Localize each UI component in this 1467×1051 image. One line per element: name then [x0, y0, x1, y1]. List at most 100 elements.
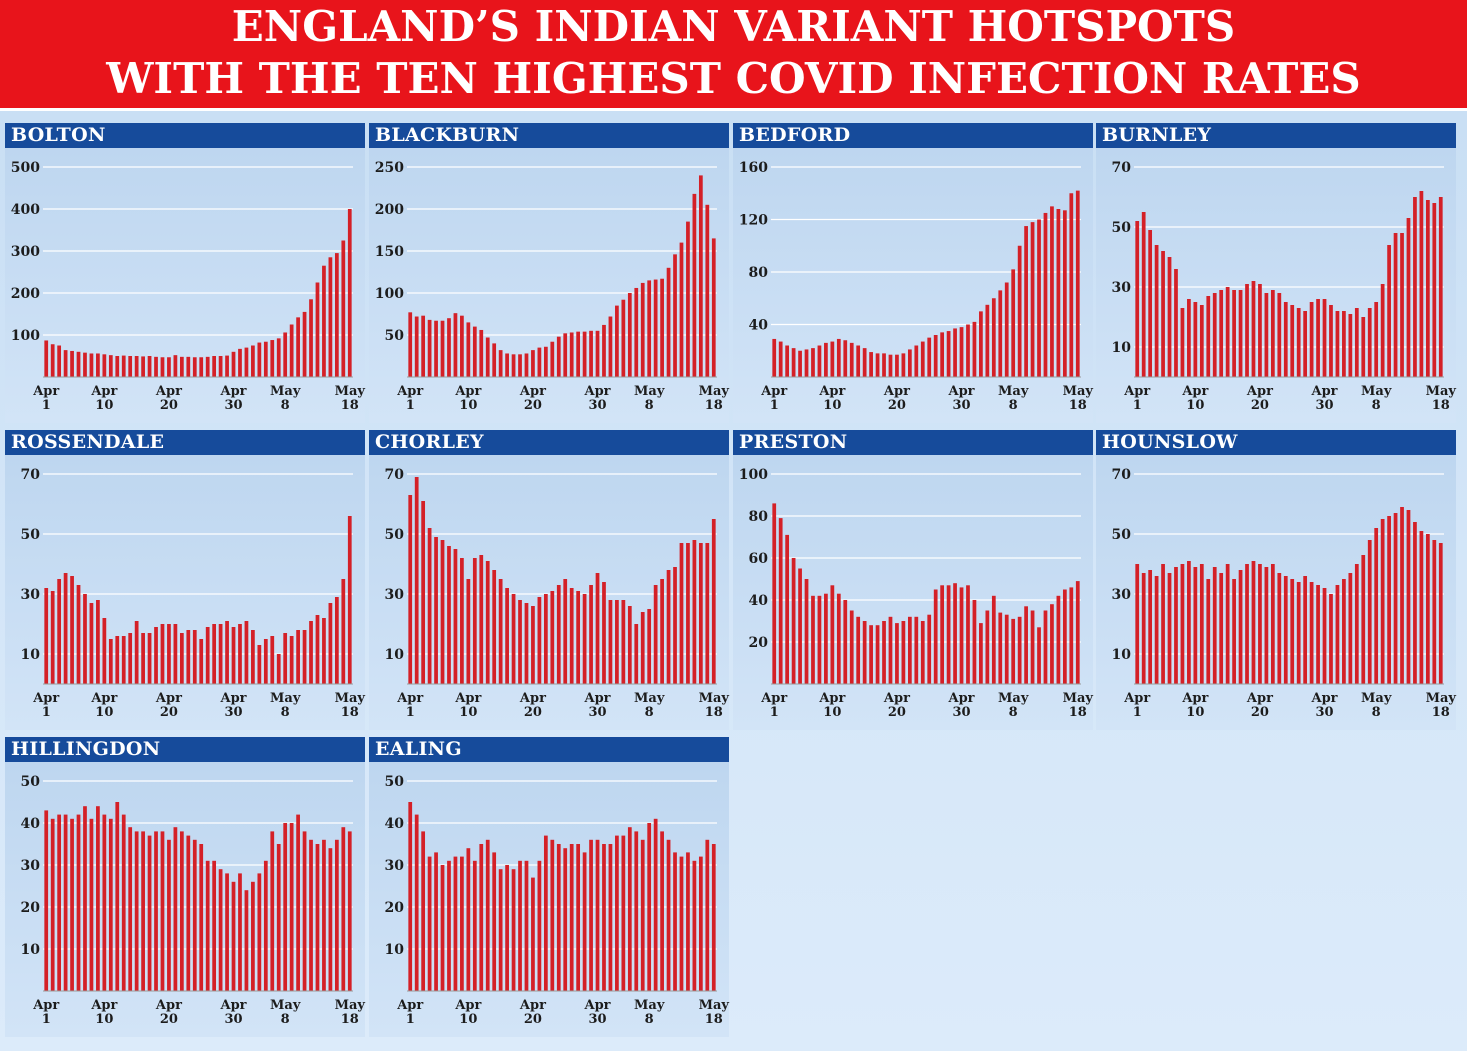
x-tick-label: May — [270, 384, 301, 399]
bar — [576, 844, 581, 991]
bar — [447, 318, 451, 377]
x-tick-label: 8 — [645, 705, 654, 720]
bar — [1290, 579, 1295, 684]
bar — [1258, 564, 1262, 684]
x-tick-label: 8 — [281, 705, 290, 720]
bar — [1075, 581, 1080, 684]
bar — [1167, 257, 1172, 377]
bar — [147, 356, 152, 377]
bar — [1011, 269, 1016, 377]
bar — [785, 345, 790, 377]
bar — [302, 311, 307, 377]
bar — [569, 844, 574, 991]
bar — [660, 831, 664, 991]
bar — [440, 540, 445, 684]
panel-title: CHORLEY — [375, 431, 484, 453]
bar — [518, 354, 522, 377]
bar — [785, 534, 790, 684]
bar — [991, 595, 996, 684]
x-tick-label: 8 — [281, 398, 290, 413]
bar — [83, 806, 87, 991]
bar — [640, 612, 645, 684]
x-tick-label: 30 — [952, 398, 970, 413]
bar — [231, 881, 236, 991]
bar — [421, 315, 426, 377]
bar — [595, 839, 600, 991]
x-tick-label: Apr — [396, 384, 423, 399]
bar — [276, 338, 281, 377]
bar — [50, 818, 55, 991]
x-tick-label: Apr — [220, 384, 247, 399]
bar — [1374, 302, 1379, 377]
bar — [322, 265, 326, 377]
bar — [440, 320, 445, 377]
bar — [550, 591, 555, 684]
bar — [849, 342, 854, 377]
x-tick-label: Apr — [584, 384, 611, 399]
bar — [1309, 582, 1314, 684]
bar — [946, 331, 951, 377]
panel-header: CHORLEY — [369, 430, 729, 455]
bar — [173, 624, 178, 684]
bar — [856, 345, 861, 377]
bar — [302, 630, 307, 684]
bar — [1283, 302, 1288, 377]
bar — [453, 313, 458, 377]
bar — [1342, 311, 1346, 377]
bar — [447, 860, 451, 991]
bar — [634, 831, 639, 991]
bar — [518, 600, 522, 684]
bar — [173, 827, 178, 991]
bar — [83, 352, 87, 377]
bar — [96, 600, 100, 684]
x-tick-label: Apr — [220, 998, 247, 1013]
bar — [283, 332, 288, 377]
bar — [1187, 299, 1191, 377]
x-tick-label: Apr — [818, 691, 845, 706]
y-tick-label: 70 — [1112, 160, 1132, 176]
bar — [830, 585, 835, 684]
bar — [666, 267, 671, 377]
bar — [778, 341, 783, 377]
bar — [460, 856, 464, 991]
bar — [543, 594, 548, 684]
bar — [472, 558, 477, 684]
bar — [334, 839, 339, 991]
x-tick-label: May — [699, 384, 730, 399]
bar — [660, 579, 664, 684]
bar — [257, 873, 262, 991]
bar — [1393, 233, 1398, 377]
bar — [1062, 210, 1067, 377]
x-tick-label: May — [1426, 691, 1457, 706]
bar — [634, 624, 639, 684]
headline-line-2: WITH THE TEN HIGHEST COVID INFECTION RAT… — [106, 54, 1361, 103]
bar — [582, 331, 587, 377]
panel-bedford: BEDFORD 40 80 120 160 Apr 1 Apr 10 Apr 20 Apr 30 May… — [733, 123, 1093, 423]
bar — [1380, 519, 1385, 684]
x-tick-label: 8 — [1372, 398, 1381, 413]
bar — [824, 342, 828, 377]
bar — [1225, 564, 1230, 684]
bar — [347, 516, 352, 684]
panel-header: BOLTON — [5, 123, 365, 148]
bar — [711, 238, 716, 377]
bar — [1062, 589, 1067, 684]
y-tick-label: 30 — [21, 587, 41, 603]
bar — [218, 356, 223, 377]
bar — [953, 583, 957, 684]
bar — [569, 332, 574, 377]
bar — [1316, 585, 1320, 684]
bar — [836, 338, 841, 377]
bar — [1206, 579, 1211, 684]
x-tick-label: May — [1063, 384, 1094, 399]
bar — [225, 873, 229, 991]
bar — [251, 881, 255, 991]
x-tick-label: 1 — [42, 705, 51, 720]
x-tick-label: 8 — [645, 398, 654, 413]
bar — [608, 600, 613, 684]
bar — [1167, 573, 1172, 684]
bar — [1069, 193, 1074, 377]
panel-blackburn: BLACKBURN 50 100 150 200 250 Apr 1 Apr 10 Apr 20 Ap… — [369, 123, 729, 423]
bar — [251, 630, 255, 684]
